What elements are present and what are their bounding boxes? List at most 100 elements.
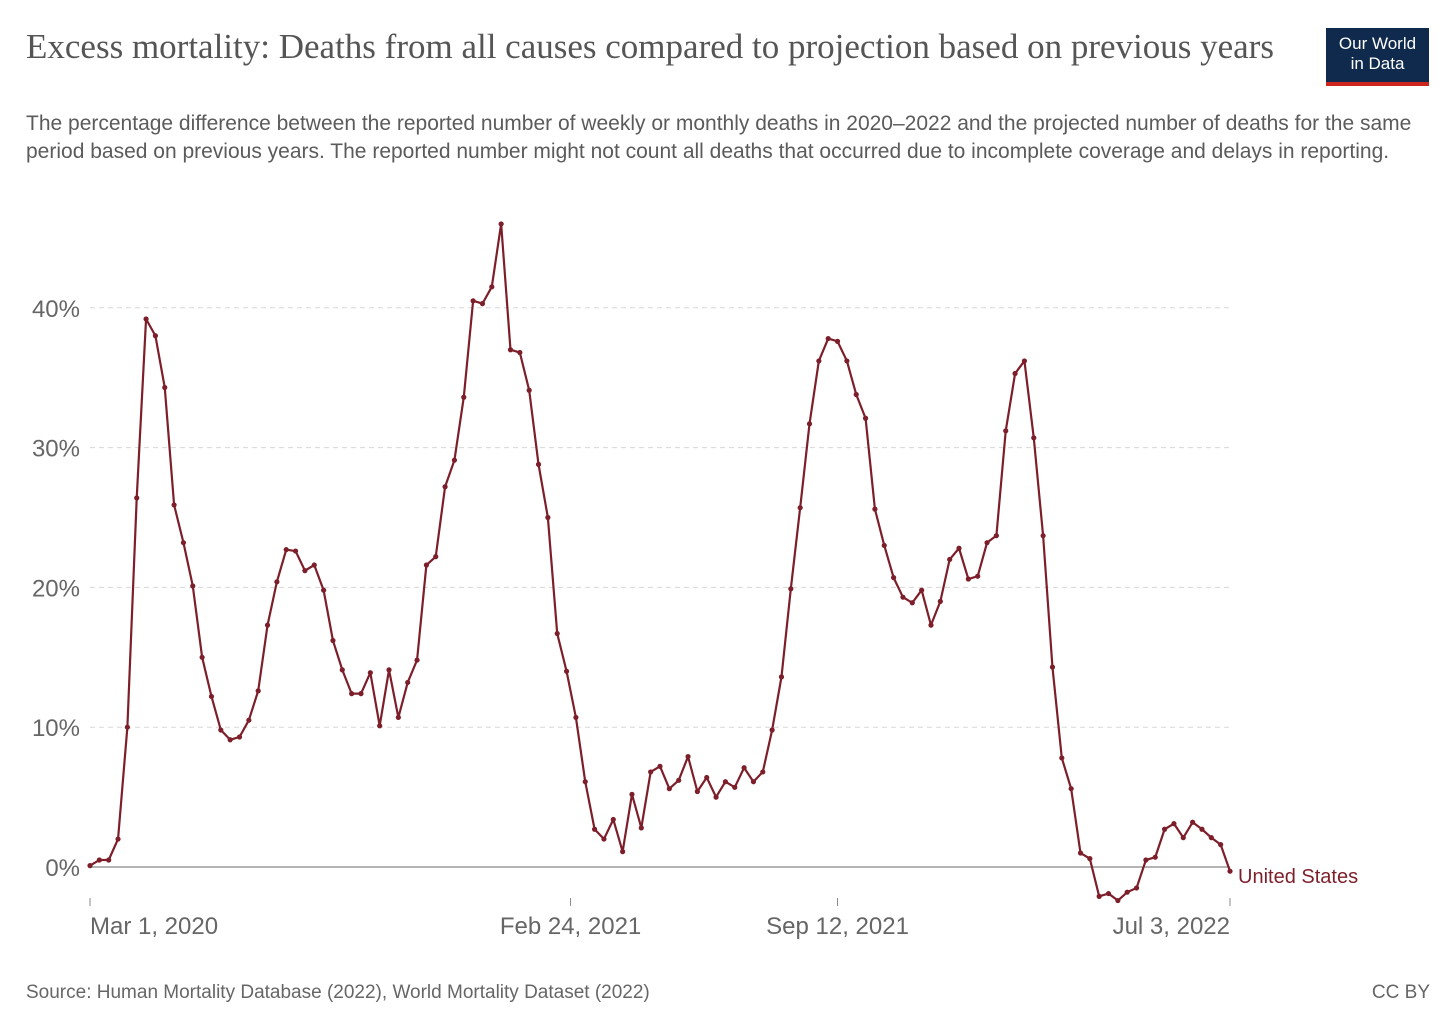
data-point[interactable]: [274, 579, 280, 585]
data-point[interactable]: [1003, 428, 1009, 434]
data-point[interactable]: [321, 587, 327, 593]
data-point[interactable]: [1190, 819, 1196, 825]
data-point[interactable]: [115, 836, 121, 842]
data-point[interactable]: [377, 723, 383, 729]
source-note[interactable]: Source: Human Mortality Database (2022),…: [26, 982, 650, 1003]
data-point[interactable]: [190, 583, 196, 589]
data-point[interactable]: [816, 358, 822, 364]
data-point[interactable]: [433, 554, 439, 560]
data-point[interactable]: [676, 777, 682, 783]
data-point[interactable]: [834, 338, 841, 344]
data-point[interactable]: [704, 774, 710, 781]
data-point[interactable]: [750, 779, 757, 785]
data-point[interactable]: [1152, 854, 1158, 860]
data-point[interactable]: [208, 693, 215, 700]
data-point[interactable]: [1059, 755, 1065, 761]
data-point[interactable]: [881, 542, 887, 549]
data-point[interactable]: [1133, 885, 1140, 891]
data-point[interactable]: [713, 794, 719, 800]
data-point[interactable]: [1161, 826, 1168, 832]
owid-logo[interactable]: Our World in Data: [1326, 28, 1429, 86]
data-point[interactable]: [741, 765, 747, 771]
data-point[interactable]: [162, 384, 168, 391]
data-point[interactable]: [339, 667, 345, 673]
data-point[interactable]: [919, 587, 925, 593]
data-point[interactable]: [470, 298, 476, 304]
data-point[interactable]: [722, 779, 729, 785]
data-point[interactable]: [1077, 850, 1084, 856]
data-point[interactable]: [900, 594, 906, 600]
data-point[interactable]: [797, 505, 803, 511]
data-point[interactable]: [545, 514, 551, 521]
data-point[interactable]: [236, 734, 243, 740]
data-point[interactable]: [1143, 857, 1149, 863]
data-point[interactable]: [666, 786, 672, 792]
data-point[interactable]: [489, 284, 495, 290]
data-point[interactable]: [648, 769, 654, 775]
data-point[interactable]: [1012, 370, 1018, 377]
data-point[interactable]: [1199, 826, 1205, 832]
data-point[interactable]: [442, 484, 448, 490]
data-point[interactable]: [1227, 868, 1233, 874]
data-point[interactable]: [1218, 842, 1224, 848]
series-label-united-states[interactable]: United States: [1238, 866, 1358, 888]
data-point[interactable]: [620, 849, 626, 855]
data-point[interactable]: [1208, 835, 1214, 841]
data-point[interactable]: [414, 657, 420, 663]
data-point[interactable]: [349, 691, 355, 697]
data-point[interactable]: [1124, 889, 1130, 895]
data-point[interactable]: [862, 415, 869, 421]
data-point[interactable]: [218, 727, 224, 733]
data-point[interactable]: [1031, 435, 1037, 441]
data-point[interactable]: [638, 825, 644, 831]
data-point[interactable]: [965, 576, 971, 582]
data-point[interactable]: [498, 221, 504, 227]
data-point[interactable]: [1115, 897, 1121, 904]
data-point[interactable]: [1040, 533, 1046, 539]
data-point[interactable]: [694, 788, 700, 795]
data-point[interactable]: [937, 598, 943, 604]
data-point[interactable]: [788, 586, 794, 592]
series-line-united-states[interactable]: [89, 222, 1232, 902]
data-point[interactable]: [255, 688, 261, 694]
data-point[interactable]: [563, 668, 570, 674]
data-point[interactable]: [610, 816, 616, 823]
data-point[interactable]: [106, 857, 112, 863]
data-point[interactable]: [199, 654, 205, 660]
data-point[interactable]: [87, 863, 93, 869]
data-point[interactable]: [629, 791, 635, 797]
data-point[interactable]: [1087, 856, 1093, 862]
data-point[interactable]: [143, 316, 149, 322]
data-point[interactable]: [171, 502, 177, 508]
data-point[interactable]: [461, 394, 467, 400]
data-point[interactable]: [872, 506, 878, 512]
data-point[interactable]: [554, 630, 560, 637]
data-point[interactable]: [928, 622, 934, 628]
data-point[interactable]: [853, 391, 859, 398]
data-point[interactable]: [479, 301, 486, 307]
data-point[interactable]: [227, 737, 233, 743]
data-point[interactable]: [1171, 821, 1177, 827]
data-point[interactable]: [760, 769, 766, 775]
data-point[interactable]: [395, 714, 401, 721]
data-point[interactable]: [96, 857, 102, 863]
data-point[interactable]: [732, 784, 738, 790]
data-point[interactable]: [451, 457, 458, 463]
data-point[interactable]: [806, 421, 813, 427]
data-point[interactable]: [947, 556, 953, 563]
data-point[interactable]: [302, 568, 308, 574]
data-point[interactable]: [984, 540, 990, 546]
data-point[interactable]: [891, 575, 897, 581]
data-point[interactable]: [517, 349, 523, 356]
data-point[interactable]: [405, 679, 411, 686]
data-point[interactable]: [778, 674, 785, 680]
data-point[interactable]: [1068, 786, 1074, 792]
data-point[interactable]: [1180, 835, 1186, 841]
data-point[interactable]: [909, 600, 915, 606]
data-point[interactable]: [844, 358, 850, 364]
data-point[interactable]: [292, 548, 299, 554]
data-point[interactable]: [330, 637, 336, 644]
data-point[interactable]: [423, 562, 429, 568]
data-point[interactable]: [825, 335, 831, 342]
